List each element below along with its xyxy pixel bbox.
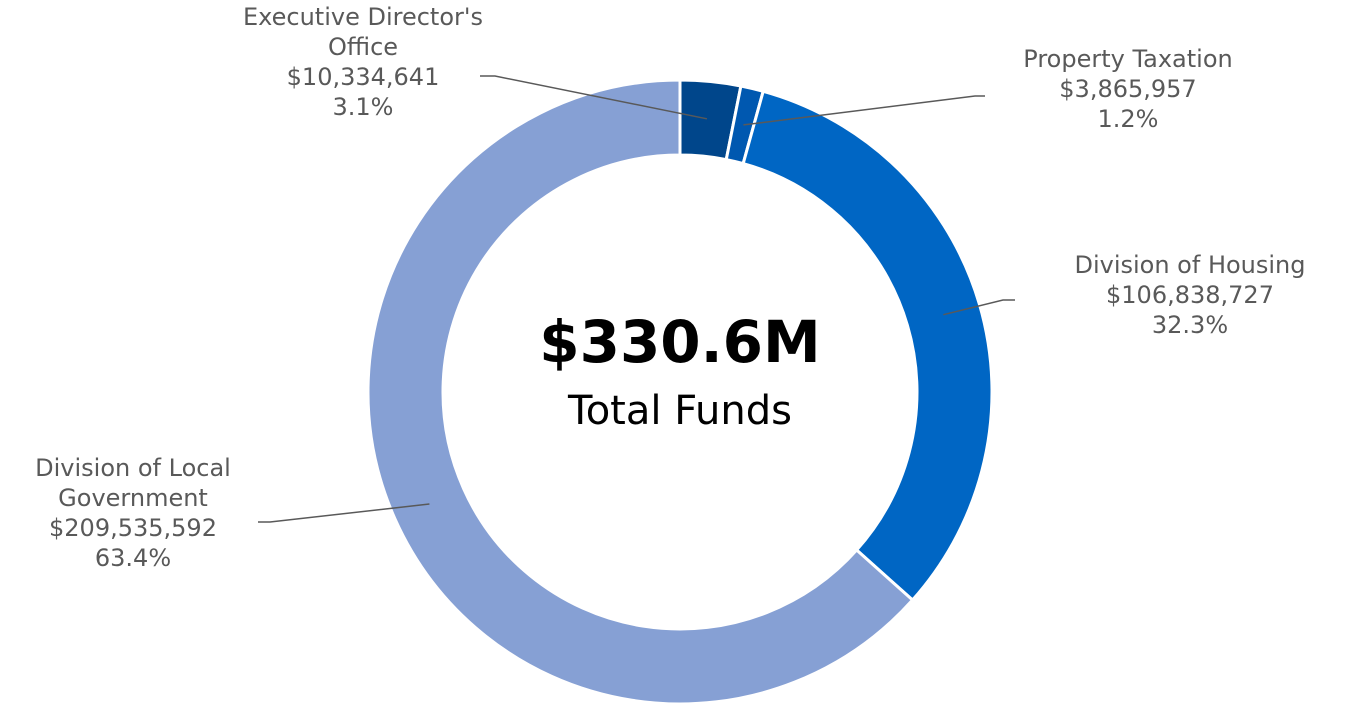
value-label: $106,838,727 — [1106, 281, 1274, 309]
percent-label: 1.2% — [1097, 105, 1159, 133]
data-label: Property Taxation $3,865,957 1.2% — [968, 44, 1288, 134]
percent-label: 63.4% — [94, 544, 172, 572]
percent-label: 32.3% — [1151, 311, 1229, 339]
leader-line — [258, 503, 430, 523]
value-label: $10,334,641 — [286, 63, 440, 91]
data-label: Executive Director's Office $10,334,641 3.… — [243, 2, 483, 122]
center-subtitle: Total Funds — [568, 388, 792, 434]
value-label: $209,535,592 — [49, 514, 217, 542]
category-label: Property Taxation — [1023, 45, 1233, 73]
category-label: Division of Housing — [1074, 251, 1306, 279]
data-label: Division of Local Government $209,535,592… — [13, 453, 253, 573]
leader-line — [943, 299, 1015, 316]
category-label: Division of Local Government — [35, 454, 231, 512]
category-label: Executive Director's Office — [243, 3, 483, 61]
leader-line — [480, 75, 708, 120]
center-title: $330.6M — [539, 308, 821, 376]
donut-slice — [366, 78, 915, 704]
leader-line — [743, 95, 985, 126]
donut-slice — [741, 89, 994, 603]
percent-label: 3.1% — [332, 93, 394, 121]
data-label: Division of Housing $106,838,727 32.3% — [1030, 250, 1350, 340]
value-label: $3,865,957 — [1059, 75, 1197, 103]
